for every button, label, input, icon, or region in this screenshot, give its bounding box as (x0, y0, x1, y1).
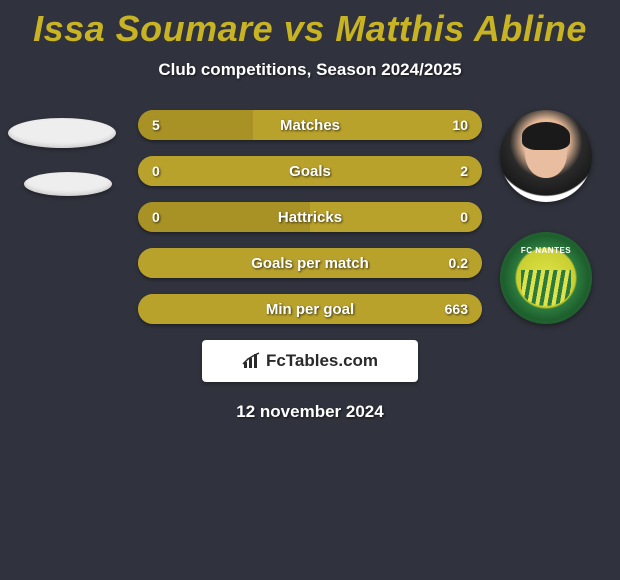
stat-bar-label: Min per goal (138, 294, 482, 324)
brand-box: FcTables.com (202, 340, 418, 382)
left-player-graphics (8, 110, 116, 196)
page-subtitle: Club competitions, Season 2024/2025 (0, 60, 620, 80)
club-badge: FC NANTES (500, 232, 592, 324)
barchart-icon (242, 352, 262, 370)
stat-bar: Goals per match0.2 (138, 248, 482, 278)
club-badge-stripes (521, 270, 571, 306)
brand-text: FcTables.com (266, 351, 378, 371)
stat-bar: Matches5 10 (138, 110, 482, 140)
stat-bar: Goals0 2 (138, 156, 482, 186)
left-ellipse-1 (8, 118, 116, 148)
stat-bar-right-value: 2 (460, 156, 468, 186)
page-title: Issa Soumare vs Matthis Abline (0, 0, 620, 50)
right-player-graphics: FC NANTES (500, 110, 592, 324)
stat-bar-left-value: 5 (152, 110, 160, 140)
stat-bar-right-value: 10 (452, 110, 468, 140)
comparison-content: FC NANTES Matches510Goals02Hattricks00Go… (0, 110, 620, 324)
stat-bar: Hattricks0 0 (138, 202, 482, 232)
stat-bar-label: Hattricks (138, 202, 482, 232)
stat-bar-left-value: 0 (152, 202, 160, 232)
stat-bars: Matches510Goals02Hattricks00Goals per ma… (138, 110, 482, 324)
stat-bar-left-value: 0 (152, 156, 160, 186)
stat-bar-right-value: 0.2 (449, 248, 468, 278)
stat-bar-right-value: 0 (460, 202, 468, 232)
player-avatar (500, 110, 592, 202)
stat-bar-right-value: 663 (445, 294, 468, 324)
stat-bar-label: Goals per match (138, 248, 482, 278)
club-badge-text: FC NANTES (521, 246, 571, 255)
stat-bar: Min per goal663 (138, 294, 482, 324)
left-ellipse-2 (24, 172, 112, 196)
date-text: 12 november 2024 (0, 402, 620, 422)
stat-bar-label: Goals (138, 156, 482, 186)
stat-bar-label: Matches (138, 110, 482, 140)
